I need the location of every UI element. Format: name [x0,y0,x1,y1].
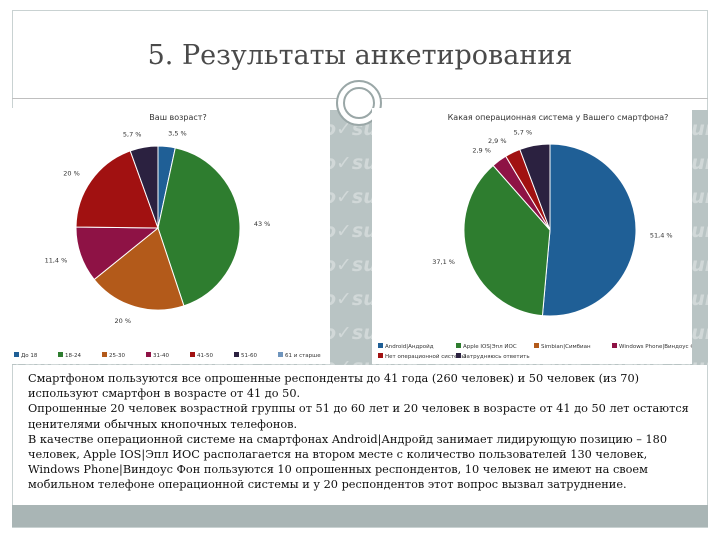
legend-entry: Windows Phone|Виндоус Фон [619,344,692,350]
os-chart-panel: Какая операционная система у Вашего смар… [372,108,692,364]
summary-paragraph-2: Опрошенные 20 человек возрастной группы … [28,402,689,431]
legend-swatch [534,343,539,348]
slide-title: 5. Результаты анкетирования [147,40,573,71]
legend-entry: 25-30 [109,353,125,359]
summary-paragraph-1: Смартфоном пользуются все опрошенные рес… [28,372,640,401]
slice-data-label: 20 % [114,317,131,325]
slice-data-label: 37,1 % [432,258,455,266]
legend-entry: Simbian|Симбиан [541,344,591,350]
legend-entry: Apple IOS|Эпл ИОС [463,344,517,350]
legend-entry: До 18 [21,353,38,359]
legend-swatch [102,352,107,357]
slice-data-label: 51,4 % [650,231,673,239]
legend-entry: 61 и старше [285,353,321,359]
summary-paragraph-3: В качестве операционной системе на смарт… [28,432,668,492]
legend-entry: 18-24 [65,353,81,359]
legend-swatch [378,343,383,348]
pie-slice [129,145,159,229]
chart-title: Ваш возраст? [149,113,206,122]
legend-entry: Нет операционной системы [385,353,466,360]
bottom-band [12,505,708,527]
summary-text: Смартфоном пользуются все опрошенные рес… [28,371,692,493]
legend-entry: Затрудняюсь ответить [463,354,530,360]
legend-entry: 31-40 [153,353,169,359]
slice-data-label: 5,7 % [514,129,533,137]
age-pie-chart: Ваш возраст? 3,5 % 43 % 20 % 11,4 % 20 % 5,7 %… [14,113,321,359]
slice-data-label: 2,9 % [472,146,491,154]
pie-slice [75,150,159,229]
legend-swatch [456,343,461,348]
pie-slice [157,147,241,307]
legend-entry: 51-60 [241,353,257,359]
pie-slice [541,143,637,317]
legend-entry: Android|Андройд [385,343,434,350]
pie-slice [463,164,551,317]
legend-entry: 41-50 [197,353,213,359]
ring-ornament-icon [336,80,382,126]
legend-swatch [378,353,383,358]
slice-data-label: 43 % [254,220,271,228]
slice-data-label: 2,9 % [488,137,507,145]
slice-data-label: 3,5 % [168,130,187,138]
legend-swatch [146,352,151,357]
os-pie-chart: Какая операционная система у Вашего смар… [378,113,692,360]
slice-data-label: 11,4 % [45,256,68,264]
legend-swatch [14,352,19,357]
slice-data-label: 20 % [63,169,80,177]
legend-swatch [456,353,461,358]
legend-swatch [612,343,617,348]
age-chart-panel: Ваш возраст? 3,5 % 43 % 20 % 11,4 % 20 % 5,7 %… [8,108,330,364]
legend-swatch [190,352,195,357]
pie-slice [93,227,185,311]
legend-swatch [234,352,239,357]
legend-swatch [58,352,63,357]
chart-title: Какая операционная система у Вашего смар… [448,113,669,122]
slice-data-label: 5,7 % [123,130,142,138]
legend-swatch [278,352,283,357]
pie-slice [519,143,551,231]
